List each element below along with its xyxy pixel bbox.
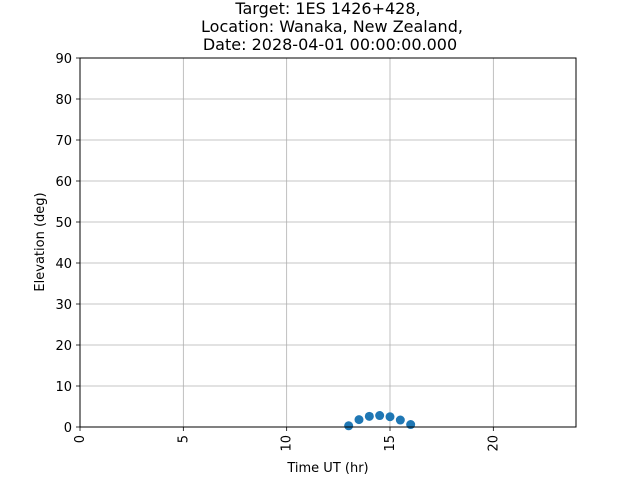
y-tick-label: 80 — [55, 93, 72, 108]
y-axis-label: Elevation (deg) — [33, 192, 48, 291]
y-tick-label: 10 — [55, 380, 72, 395]
x-tick-label: 20 — [486, 435, 501, 452]
data-point — [406, 420, 415, 429]
data-point — [344, 421, 353, 430]
chart-title-line-2: Location: Wanaka, New Zealand, — [201, 17, 463, 36]
x-tick-label: 0 — [73, 435, 88, 443]
x-tick-label: 5 — [176, 435, 191, 443]
data-point — [355, 415, 364, 424]
chart-title-line-3: Date: 2028-04-01 00:00:00.000 — [203, 35, 457, 54]
x-axis-label: Time UT (hr) — [286, 461, 368, 476]
y-tick-label: 90 — [55, 52, 72, 67]
data-point — [375, 411, 384, 420]
y-tick-label: 0 — [64, 421, 72, 436]
y-tick-label: 40 — [55, 257, 72, 272]
x-tick-label: 15 — [383, 435, 398, 452]
chart-title-line-1: Target: 1ES 1426+428, — [234, 0, 420, 18]
data-point — [386, 412, 395, 421]
y-tick-label: 70 — [55, 134, 72, 149]
y-tick-label: 30 — [55, 298, 72, 313]
y-tick-label: 20 — [55, 339, 72, 354]
y-tick-label: 60 — [55, 175, 72, 190]
data-point — [365, 412, 374, 421]
data-point — [396, 416, 405, 425]
y-tick-label: 50 — [55, 216, 72, 231]
x-tick-label: 10 — [280, 435, 295, 452]
